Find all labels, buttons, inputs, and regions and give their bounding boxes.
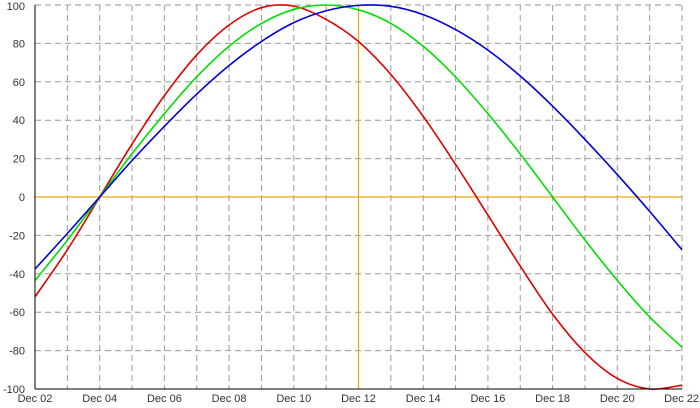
x-axis-tick-labels: Dec 02 Dec 04 Dec 06 Dec 08 Dec 10 Dec 12 Dec … — [18, 393, 699, 405]
x-tick-label: Dec 14 — [406, 393, 441, 405]
y-tick-label: 100 — [7, 1, 25, 13]
y-tick-label: 20 — [13, 154, 25, 166]
y-tick-label: -80 — [9, 346, 25, 358]
x-tick-label: Dec 22 — [664, 393, 699, 405]
y-axis-tick-labels: 100 80 60 40 20 0 -20 -40 -60 -80 -100 — [3, 1, 25, 396]
crosshair — [35, 5, 682, 389]
y-tick-label: 0 — [19, 192, 25, 204]
y-tick-label: -100 — [3, 384, 25, 396]
x-tick-label: Dec 04 — [82, 393, 117, 405]
x-tick-label: Dec 12 — [341, 393, 376, 405]
y-tick-label: -60 — [9, 307, 25, 319]
y-tick-label: 40 — [13, 115, 25, 127]
series-lines — [35, 4, 682, 390]
x-tick-label: Dec 18 — [535, 393, 570, 405]
x-tick-label: Dec 02 — [18, 393, 53, 405]
x-tick-label: Dec 16 — [470, 393, 505, 405]
series-line-3 — [35, 4, 682, 270]
x-tick-label: Dec 06 — [147, 393, 182, 405]
y-tick-label: 80 — [13, 38, 25, 50]
y-tick-label: -20 — [9, 230, 25, 242]
x-tick-label: Dec 08 — [212, 393, 247, 405]
y-tick-label: 60 — [13, 77, 25, 89]
y-tick-label: -40 — [9, 269, 25, 281]
series-line-2 — [35, 4, 682, 348]
axes — [34, 5, 682, 390]
x-tick-label: Dec 20 — [600, 393, 635, 405]
x-tick-label: Dec 10 — [276, 393, 311, 405]
series-line-1 — [35, 4, 682, 390]
